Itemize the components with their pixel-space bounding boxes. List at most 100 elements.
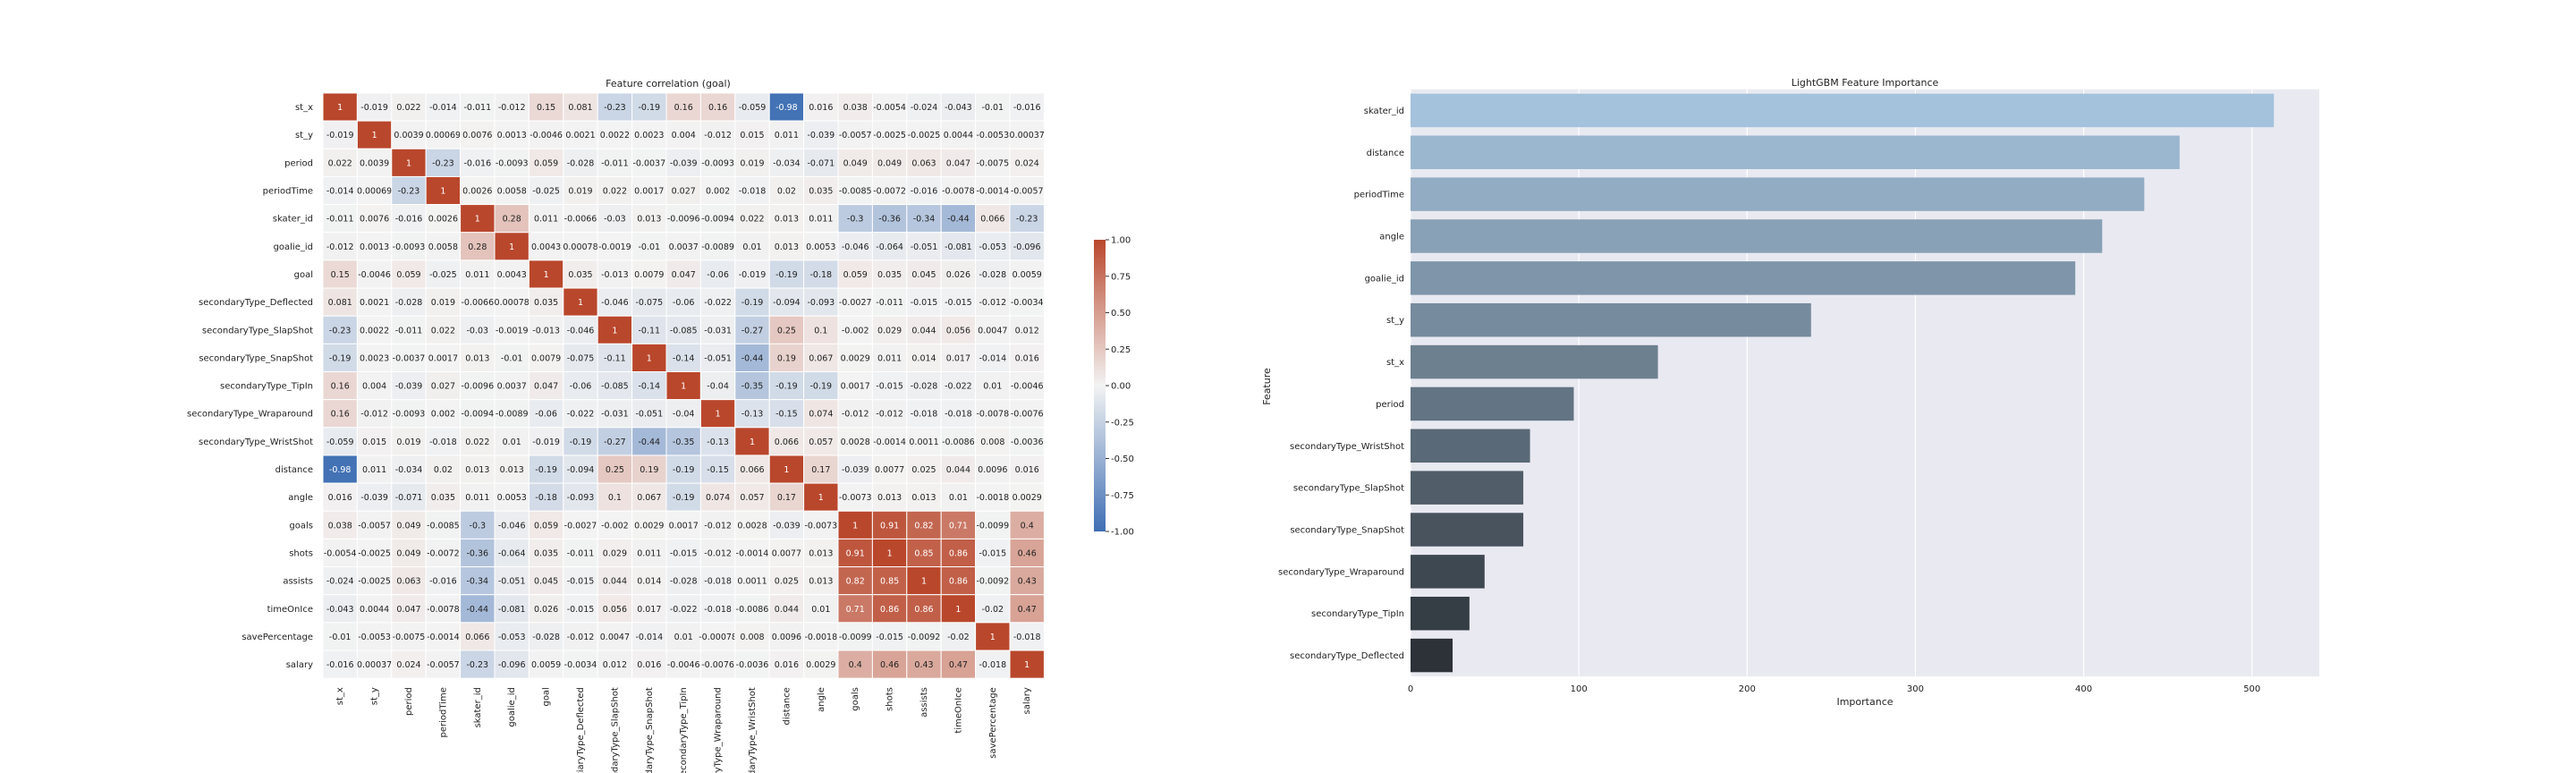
heatmap-cell-label: 0.0058 — [497, 187, 527, 197]
heatmap-cell — [322, 92, 358, 122]
heatmap-cell-label: 0.00069 — [426, 131, 461, 140]
heatmap-cell-label: 0.047 — [672, 270, 696, 280]
heatmap-cell — [699, 566, 736, 596]
heatmap-cell — [425, 594, 462, 624]
heatmap-y-tick-label: periodTime — [263, 187, 313, 197]
heatmap-y-tick-label: secondaryType_WristShot — [199, 437, 313, 447]
importance-y-tick-label: secondaryType_Deflected — [1290, 651, 1404, 661]
heatmap-cell — [699, 371, 736, 401]
heatmap-cell-label: 0.019 — [396, 437, 420, 447]
heatmap-x-tick-label: timeOnIce — [953, 687, 963, 733]
heatmap-cell — [871, 92, 908, 122]
heatmap-cell — [906, 650, 942, 679]
importance-y-tick-label: secondaryType_SnapShot — [1290, 526, 1404, 536]
heatmap-cell-label: -0.98 — [775, 103, 798, 113]
heatmap-cell — [597, 538, 633, 568]
heatmap-cell — [1009, 482, 1045, 512]
heatmap-cell-label: -0.031 — [704, 326, 732, 336]
heatmap-cell-label: 0.17 — [811, 465, 830, 475]
heatmap-cell — [975, 650, 1011, 679]
heatmap-cell — [699, 259, 736, 289]
heatmap-cell — [631, 650, 667, 679]
heatmap-cell-label: 1 — [544, 270, 549, 280]
heatmap-cell — [1009, 204, 1045, 234]
heatmap-cell-label: -0.028 — [911, 382, 938, 392]
heatmap-cell-label: 0.056 — [603, 605, 627, 615]
heatmap-cell — [1009, 566, 1045, 596]
heatmap-cell — [322, 204, 358, 234]
heatmap-cell-label: 0.022 — [465, 437, 489, 447]
heatmap-cell-label: -0.012 — [360, 410, 388, 420]
heatmap-cell-label: 0.081 — [328, 298, 352, 308]
heatmap-cell — [940, 399, 977, 429]
heatmap-cell-label: -0.059 — [326, 437, 354, 447]
heatmap-cell-label: -0.016 — [395, 215, 423, 225]
heatmap-cell — [425, 482, 462, 512]
heatmap-cell — [356, 343, 393, 373]
heatmap-cell-label: -0.051 — [635, 410, 663, 420]
heatmap-cell — [837, 232, 873, 261]
heatmap-cell — [460, 315, 496, 344]
importance-y-tick-label: secondaryType_SlapShot — [1293, 484, 1404, 494]
heatmap-cell — [940, 92, 977, 122]
colorbar-tick-label: -0.75 — [1111, 491, 1134, 501]
heatmap-cell-label: -0.016 — [429, 577, 457, 587]
heatmap-cell — [494, 371, 530, 401]
heatmap-cell-label: 0.047 — [396, 605, 420, 615]
heatmap-cell-label: 0.015 — [362, 437, 386, 447]
heatmap-x-tick-label: secondaryType_TipIn — [679, 687, 689, 773]
heatmap-cell-label: -0.06 — [673, 298, 695, 308]
heatmap-x-tick-label: assists — [919, 687, 929, 718]
heatmap-cell-label: 0.15 — [331, 270, 350, 280]
heatmap-cell — [768, 204, 805, 234]
heatmap-cell — [1009, 175, 1045, 206]
heatmap-cell — [837, 175, 873, 206]
heatmap-cell-label: 0.0028 — [841, 437, 870, 447]
heatmap-cell-label: 0.43 — [914, 660, 933, 670]
heatmap-cell-label: -0.0025 — [358, 577, 391, 587]
heatmap-cell-label: -0.0046 — [358, 270, 391, 280]
heatmap-cell-label: 0.013 — [500, 465, 524, 475]
heatmap-cell-label: -0.0086 — [736, 605, 769, 615]
heatmap-cell-label: 0.059 — [534, 521, 558, 531]
heatmap-cell-label: -0.36 — [878, 215, 901, 225]
heatmap-cell-label: -0.0027 — [839, 298, 872, 308]
importance-x-axis-label: Importance — [1836, 696, 1893, 708]
heatmap-cell-label: 0.4 — [849, 660, 862, 670]
heatmap-cell-label: -0.059 — [739, 103, 767, 113]
heatmap-cell-label: -0.18 — [810, 270, 833, 280]
heatmap-cell-label: 0.16 — [331, 410, 350, 420]
heatmap-cell-label: -0.012 — [704, 548, 732, 558]
colorbar-tick-label: 0.75 — [1111, 272, 1131, 282]
heatmap-cell — [563, 510, 598, 539]
heatmap-cell — [906, 399, 942, 429]
heatmap-cell — [1009, 232, 1045, 261]
heatmap-cell — [803, 120, 839, 149]
heatmap-cell-label: -0.11 — [604, 353, 626, 363]
heatmap-cell-label: 0.86 — [949, 548, 968, 558]
heatmap-cell-label: 0.47 — [949, 660, 968, 670]
heatmap-x-tick-label: shots — [886, 687, 895, 711]
heatmap-cell — [699, 148, 736, 177]
heatmap-cell-label: 1 — [818, 493, 824, 503]
heatmap-cell-label: -0.23 — [329, 326, 352, 336]
heatmap-cell — [322, 622, 358, 651]
heatmap-cell — [871, 232, 908, 261]
heatmap-cell — [940, 622, 977, 651]
heatmap-y-tick-label: secondaryType_SnapShot — [199, 353, 313, 363]
heatmap-cell-label: -0.034 — [395, 465, 423, 475]
heatmap-cell-label: 0.0076 — [462, 131, 492, 140]
heatmap-cell-label: 0.026 — [534, 605, 558, 615]
heatmap-cell-label: -0.0092 — [908, 633, 941, 642]
heatmap-cell — [528, 232, 564, 261]
heatmap-cell — [1009, 427, 1045, 456]
importance-bar — [1411, 135, 2180, 170]
heatmap-cell — [1009, 510, 1045, 539]
heatmap-cell-label: 0.013 — [775, 215, 799, 225]
importance-bar — [1411, 555, 1485, 589]
heatmap-cell-label: 0.059 — [843, 270, 868, 280]
heatmap-cell-label: -0.039 — [395, 382, 423, 392]
heatmap-cell — [563, 538, 598, 568]
heatmap-cell-label: 0.0029 — [806, 660, 835, 670]
heatmap-cell — [425, 148, 462, 177]
